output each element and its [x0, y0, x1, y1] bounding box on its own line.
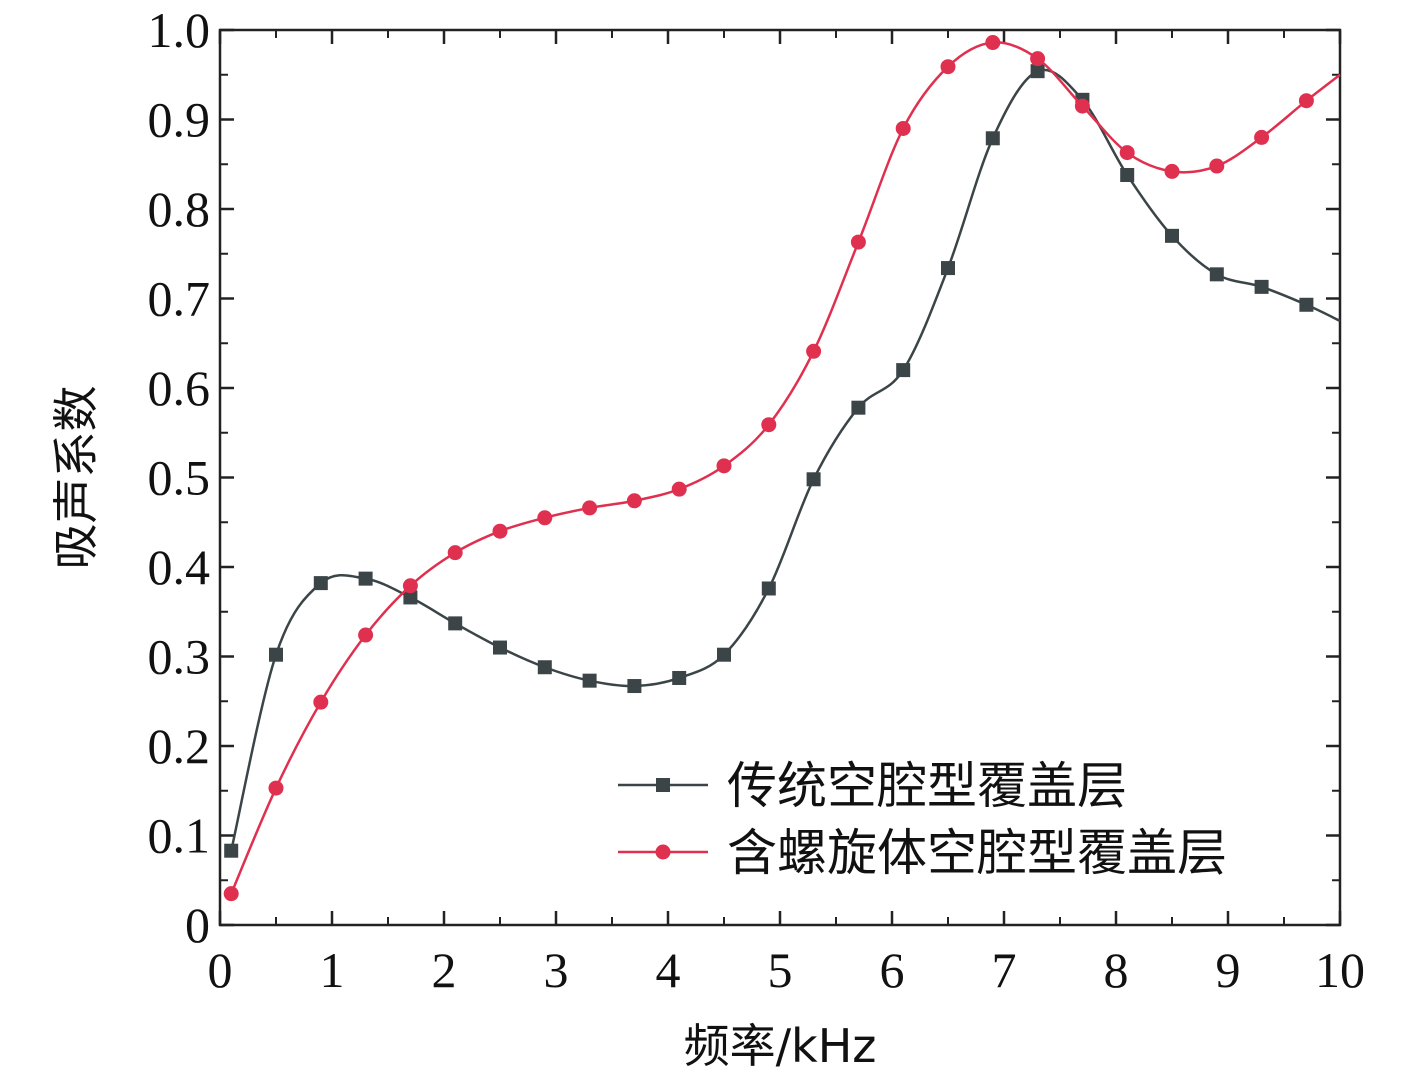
y-tick-label: 0.5: [148, 450, 211, 506]
x-tick-label: 7: [992, 942, 1017, 998]
y-tick-label: 1.0: [148, 2, 211, 58]
data-point-circle: [850, 234, 866, 250]
series-line: [230, 41, 1341, 895]
data-point-square: [1299, 297, 1314, 312]
data-point-square: [985, 131, 1000, 146]
data-point-square: [1254, 279, 1269, 294]
data-point-circle: [358, 627, 374, 643]
series-spiral: [223, 35, 1341, 902]
data-point-square: [1120, 167, 1135, 182]
y-tick-label: 0.3: [148, 629, 211, 685]
data-point-square: [761, 581, 776, 596]
data-point-circle: [268, 780, 284, 796]
data-point-circle: [895, 120, 911, 136]
data-point-square: [448, 616, 463, 631]
data-point-square: [224, 843, 239, 858]
data-point-square: [269, 647, 283, 662]
x-tick-label: 10: [1315, 942, 1365, 998]
data-point-square: [403, 590, 418, 605]
y-tick-label: 0.6: [148, 360, 211, 416]
data-point-square: [1030, 64, 1045, 79]
legend-label-spiral: 含螺旋体空腔型覆盖层: [727, 824, 1227, 882]
plot-area: 0 1 2 3 4 5 6 7 8 9 10 0 0.1 0.2 0.3 0.4 0.5 0.6 0.7 0.8 0.9…: [148, 2, 1366, 998]
x-tick-label: 2: [432, 942, 457, 998]
x-axis-label: 频率/kHz: [684, 1019, 877, 1073]
data-point-circle: [1030, 51, 1046, 67]
data-point-circle: [223, 886, 239, 902]
data-point-square: [493, 640, 507, 655]
data-point-circle: [492, 523, 508, 539]
data-point-circle: [1209, 158, 1225, 174]
y-tick-label: 0.1: [148, 808, 211, 864]
data-point-square: [851, 400, 866, 415]
series-layer: [223, 35, 1341, 902]
data-point-circle: [761, 417, 777, 433]
data-point-circle: [313, 694, 329, 710]
data-point-circle: [626, 493, 642, 509]
data-point-square: [627, 679, 642, 694]
series-line: [229, 68, 1341, 851]
data-point-circle: [1074, 98, 1090, 114]
legend-label-traditional: 传统空腔型覆盖层: [727, 757, 1127, 815]
data-point-circle: [1254, 129, 1270, 145]
data-point-square: [806, 472, 821, 487]
y-tick-label: 0.9: [148, 92, 211, 148]
x-tick-label: 5: [768, 942, 793, 998]
data-point-square: [1209, 267, 1224, 282]
data-point-square: [1165, 228, 1179, 243]
legend-marker-circle: [655, 844, 671, 860]
data-point-circle: [537, 510, 553, 526]
x-tick-label: 0: [208, 942, 233, 998]
x-tick-label: 1: [320, 942, 345, 998]
data-point-circle: [1298, 93, 1314, 109]
data-point-square: [537, 660, 552, 675]
data-point-circle: [985, 35, 1001, 51]
x-tick-label: 3: [544, 942, 569, 998]
y-tick-label: 0.7: [148, 271, 211, 327]
x-tick-label: 6: [880, 942, 905, 998]
y-axis-label: 吸声系数: [49, 386, 103, 570]
legend: 传统空腔型覆盖层 含螺旋体空腔型覆盖层: [618, 757, 1227, 882]
y-tick-label: 0: [185, 897, 210, 953]
data-point-circle: [806, 343, 822, 359]
data-point-circle: [402, 578, 418, 594]
x-tick-label: 9: [1216, 942, 1241, 998]
y-tick-label: 0.2: [148, 718, 211, 774]
y-tick-label: 0.4: [148, 539, 211, 595]
data-point-square: [313, 576, 328, 591]
legend-marker-square: [656, 778, 670, 792]
data-point-square: [672, 670, 687, 685]
data-point-square: [941, 261, 955, 276]
series-traditional: [224, 64, 1341, 858]
y-tick-label: 0.8: [148, 181, 211, 237]
x-tick-label: 8: [1104, 942, 1129, 998]
data-point-circle: [940, 59, 956, 75]
data-point-square: [717, 647, 731, 662]
data-point-circle: [1119, 145, 1135, 161]
data-point-square: [582, 673, 597, 688]
data-point-circle: [671, 481, 687, 497]
data-point-square: [358, 571, 373, 586]
data-point-square: [896, 363, 911, 378]
x-tick-label: 4: [656, 942, 681, 998]
data-point-circle: [1164, 163, 1180, 179]
data-point-circle: [716, 458, 732, 474]
data-point-circle: [447, 545, 463, 561]
data-point-circle: [582, 500, 598, 516]
